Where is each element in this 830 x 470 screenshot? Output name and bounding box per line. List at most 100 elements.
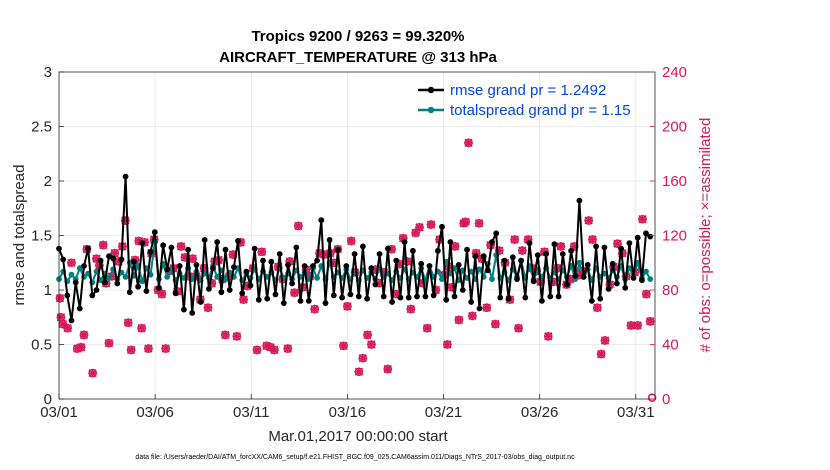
obs-assimilated-point	[638, 214, 647, 224]
data-point-rmse	[339, 294, 345, 301]
data-point-rmse	[584, 262, 591, 268]
obs-assimilated-point	[92, 254, 101, 263]
data-point-rmse	[634, 234, 641, 241]
data-point-rmse	[276, 251, 283, 257]
obs-assimilated-point	[123, 318, 133, 327]
obs-assimilated-point	[110, 248, 120, 258]
data-point-rmse	[326, 237, 333, 243]
obs-assimilated-point	[239, 295, 248, 304]
obs-assimilated-point	[76, 342, 86, 352]
legend-label-rmse: rmse grand pr = 1.2492	[450, 82, 606, 99]
obs-assimilated-point	[374, 278, 384, 288]
obs-assimilated-point	[471, 248, 481, 258]
data-point-rmse	[568, 247, 574, 254]
obs-assimilated-point	[422, 323, 432, 333]
y2-tick-label: 160	[662, 173, 687, 190]
y2-tick-label: 120	[662, 228, 687, 245]
data-point-rmse	[547, 293, 554, 300]
data-point-rmse	[543, 251, 549, 257]
obs-assimilated-point	[367, 340, 376, 349]
obs-assimilated-point	[596, 349, 606, 359]
obs-assimilated-point	[518, 246, 527, 255]
data-point-rmse	[468, 299, 475, 305]
obs-assimilated-point	[494, 246, 504, 255]
data-point-rmse	[101, 279, 108, 286]
data-point-rmse	[597, 295, 604, 302]
data-point-rmse	[272, 291, 279, 298]
data-point-rmse	[139, 240, 146, 247]
data-point-rmse	[380, 293, 387, 300]
obs-assimilated-point	[188, 254, 197, 263]
data-point-rmse	[401, 239, 408, 245]
obs-assimilated-point	[294, 221, 303, 231]
obs-assimilated-point	[574, 270, 584, 280]
data-point-spread	[489, 276, 495, 282]
series-lines	[56, 173, 654, 324]
data-point-spread	[314, 275, 320, 281]
y-axis-right: 0 40 80 120 160 200 240	[650, 64, 687, 408]
obs-assimilated-point	[370, 265, 380, 274]
obs-assimilated-point	[134, 236, 144, 246]
data-point-rmse	[222, 246, 229, 253]
obs-assimilated-point	[203, 303, 213, 313]
data-point-rmse	[335, 246, 341, 253]
obs-assimilated-point	[431, 285, 441, 295]
obs-assimilated-point	[411, 228, 420, 238]
obs-assimilated-point	[104, 338, 114, 348]
obs-assimilated-point	[257, 247, 267, 257]
data-point-spread	[647, 276, 654, 282]
data-point-spread	[643, 268, 649, 275]
data-point-rmse	[639, 277, 645, 284]
data-point-rmse	[189, 310, 196, 316]
x-tick-label: 03/01	[40, 404, 78, 421]
data-point-rmse	[480, 253, 487, 260]
obs-assimilated-point	[514, 323, 523, 333]
data-point-rmse	[630, 275, 637, 281]
data-point-rmse	[426, 263, 433, 269]
data-point-rmse	[551, 241, 558, 248]
obs-assimilated-point	[569, 242, 579, 251]
obs-assimilated-point	[379, 267, 389, 277]
data-point-rmse	[135, 283, 142, 290]
data-point-rmse	[514, 276, 520, 282]
obs-assimilated-point	[443, 340, 452, 349]
data-point-spread	[122, 274, 129, 280]
data-point-rmse	[176, 263, 183, 269]
data-point-rmse	[572, 272, 579, 279]
data-point-rmse	[518, 257, 524, 264]
chart-title: Tropics 9200 / 9263 = 99.320%	[251, 28, 464, 45]
legend: rmse grand pr = 1.2492 totalspread grand…	[418, 82, 631, 119]
data-point-spread	[222, 276, 229, 282]
y-tick-label: 2	[44, 173, 52, 190]
y2-tick-label: 240	[662, 64, 687, 81]
obs-assimilated-point	[161, 344, 171, 353]
obs-assimilated-point	[192, 272, 201, 281]
data-point-rmse	[351, 251, 358, 257]
obs-assimilated-point	[523, 235, 533, 244]
obs-assimilated-point	[243, 281, 252, 291]
obs-assimilated-point	[566, 274, 575, 284]
obs-assimilated-point	[491, 319, 500, 329]
data-point-rmse	[164, 266, 171, 273]
obs-assimilated-point	[56, 312, 66, 322]
data-point-rmse	[393, 257, 400, 264]
obs-assimilated-point	[584, 216, 593, 225]
data-point-rmse	[526, 240, 533, 247]
data-point-rmse	[255, 296, 262, 303]
data-point-rmse	[497, 294, 504, 301]
data-point-rmse	[126, 289, 133, 296]
y2-tick-label: 0	[662, 391, 670, 408]
obs-assimilated-point	[98, 240, 108, 250]
obs-assimilated-point	[553, 263, 563, 273]
data-point-rmse	[589, 298, 595, 304]
data-point-rmse	[285, 262, 291, 268]
obs-assimilated-point	[593, 303, 602, 313]
obs-assimilated-point	[114, 257, 123, 266]
data-point-rmse	[576, 197, 583, 204]
data-point-rmse	[68, 317, 75, 324]
data-point-rmse	[343, 263, 350, 269]
legend-label-spread: totalspread grand pr = 1.15	[450, 102, 631, 119]
data-point-rmse	[464, 246, 470, 253]
x-tick-label: 03/31	[617, 404, 655, 421]
data-point-rmse	[564, 281, 570, 288]
